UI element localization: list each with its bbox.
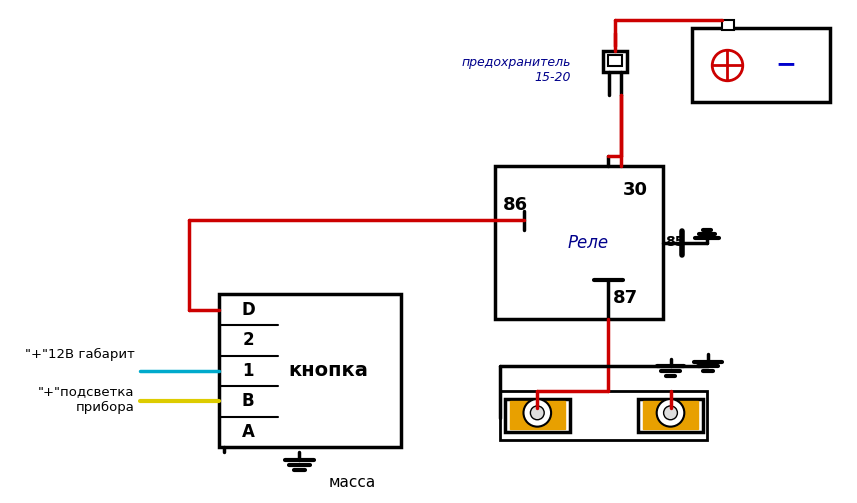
Text: 86: 86: [503, 196, 528, 214]
Text: кнопка: кнопка: [288, 361, 368, 380]
Polygon shape: [643, 401, 698, 429]
Text: 87: 87: [613, 290, 638, 307]
Bar: [692, 28, 830, 102]
Bar: [722, 20, 734, 30]
Text: −: −: [776, 52, 796, 76]
Text: 1: 1: [243, 362, 254, 380]
Circle shape: [663, 406, 677, 420]
Bar: [608, 55, 622, 66]
Bar: [638, 399, 703, 432]
Text: масса: масса: [329, 475, 376, 490]
Bar: [500, 391, 707, 441]
Text: Реле: Реле: [568, 233, 609, 252]
Text: 30: 30: [623, 181, 648, 199]
Text: 2: 2: [243, 331, 254, 349]
Polygon shape: [510, 401, 565, 429]
Bar: [219, 294, 401, 447]
Text: B: B: [242, 392, 255, 410]
Text: "+"подсветка
прибора: "+"подсветка прибора: [39, 385, 135, 413]
Bar: [494, 166, 662, 319]
Bar: [603, 51, 627, 72]
Text: "+"12В габарит: "+"12В габарит: [25, 348, 135, 361]
Text: предохранитель
15-20: предохранитель 15-20: [461, 56, 571, 83]
Text: A: A: [242, 423, 255, 441]
Circle shape: [524, 399, 551, 427]
Circle shape: [530, 406, 544, 420]
Text: D: D: [242, 301, 255, 319]
Text: 85: 85: [666, 235, 685, 249]
Circle shape: [656, 399, 685, 427]
Bar: [505, 399, 570, 432]
